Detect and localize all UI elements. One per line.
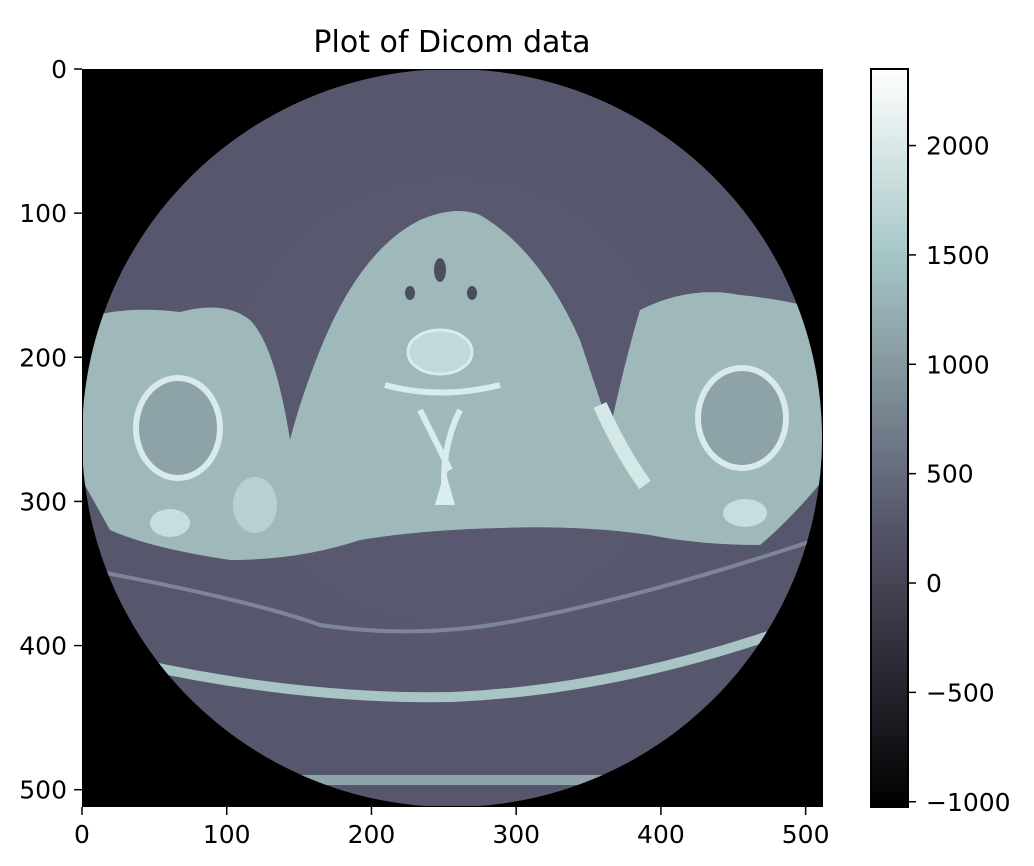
y-tick-label: 400: [19, 632, 67, 661]
x-axis: 0 100 200 300 400 500: [74, 807, 829, 849]
colorbar-ticks: −1000 −500 0 500 1000 1500 2000: [908, 132, 1011, 817]
left-arm-small-bone: [233, 477, 277, 533]
couch-line-upper: [89, 538, 816, 634]
vertebra-body: [406, 328, 474, 376]
x-tick-label: 400: [637, 820, 685, 849]
colorbar-tick-label: −500: [926, 678, 995, 707]
colorbar-tick-label: 1000: [926, 350, 990, 379]
x-tick-label: 300: [492, 820, 540, 849]
right-arm-lower-bone: [723, 499, 767, 527]
x-tick-label: 100: [203, 820, 251, 849]
airway-3: [467, 286, 477, 300]
y-tick-label: 0: [51, 55, 67, 84]
colorbar-tick-label: 0: [926, 569, 942, 598]
y-tick-label: 200: [19, 343, 67, 372]
y-tick-label: 500: [19, 776, 67, 805]
colorbar-tick-label: 1500: [926, 241, 990, 270]
x-tick-label: 0: [74, 820, 90, 849]
x-tick-label: 200: [348, 820, 396, 849]
y-axis: 0 100 200 300 400 500: [19, 55, 82, 805]
image-plot: [82, 69, 823, 807]
airway-1: [434, 258, 446, 282]
spinous-process: [435, 470, 455, 505]
y-tick-label: 300: [19, 487, 67, 516]
colorbar-tick-label: −1000: [926, 788, 1011, 817]
scan-field-of-view: [82, 69, 822, 807]
x-tick-label: 500: [782, 820, 830, 849]
airway-2: [405, 286, 415, 300]
left-arm-lower-bone: [150, 509, 190, 537]
right-humerus: [695, 365, 789, 471]
colorbar-gradient: [870, 68, 909, 808]
right-scapula: [593, 402, 651, 490]
colorbar-tick-label: 2000: [926, 132, 990, 161]
left-humerus: [133, 375, 223, 481]
chart-title: Plot of Dicom data: [313, 25, 590, 60]
y-tick-label: 100: [19, 199, 67, 228]
colorbar: −1000 −500 0 500 1000 1500 2000: [870, 68, 1011, 817]
couch-line-lower: [128, 620, 802, 703]
colorbar-tick-label: 500: [926, 460, 974, 489]
